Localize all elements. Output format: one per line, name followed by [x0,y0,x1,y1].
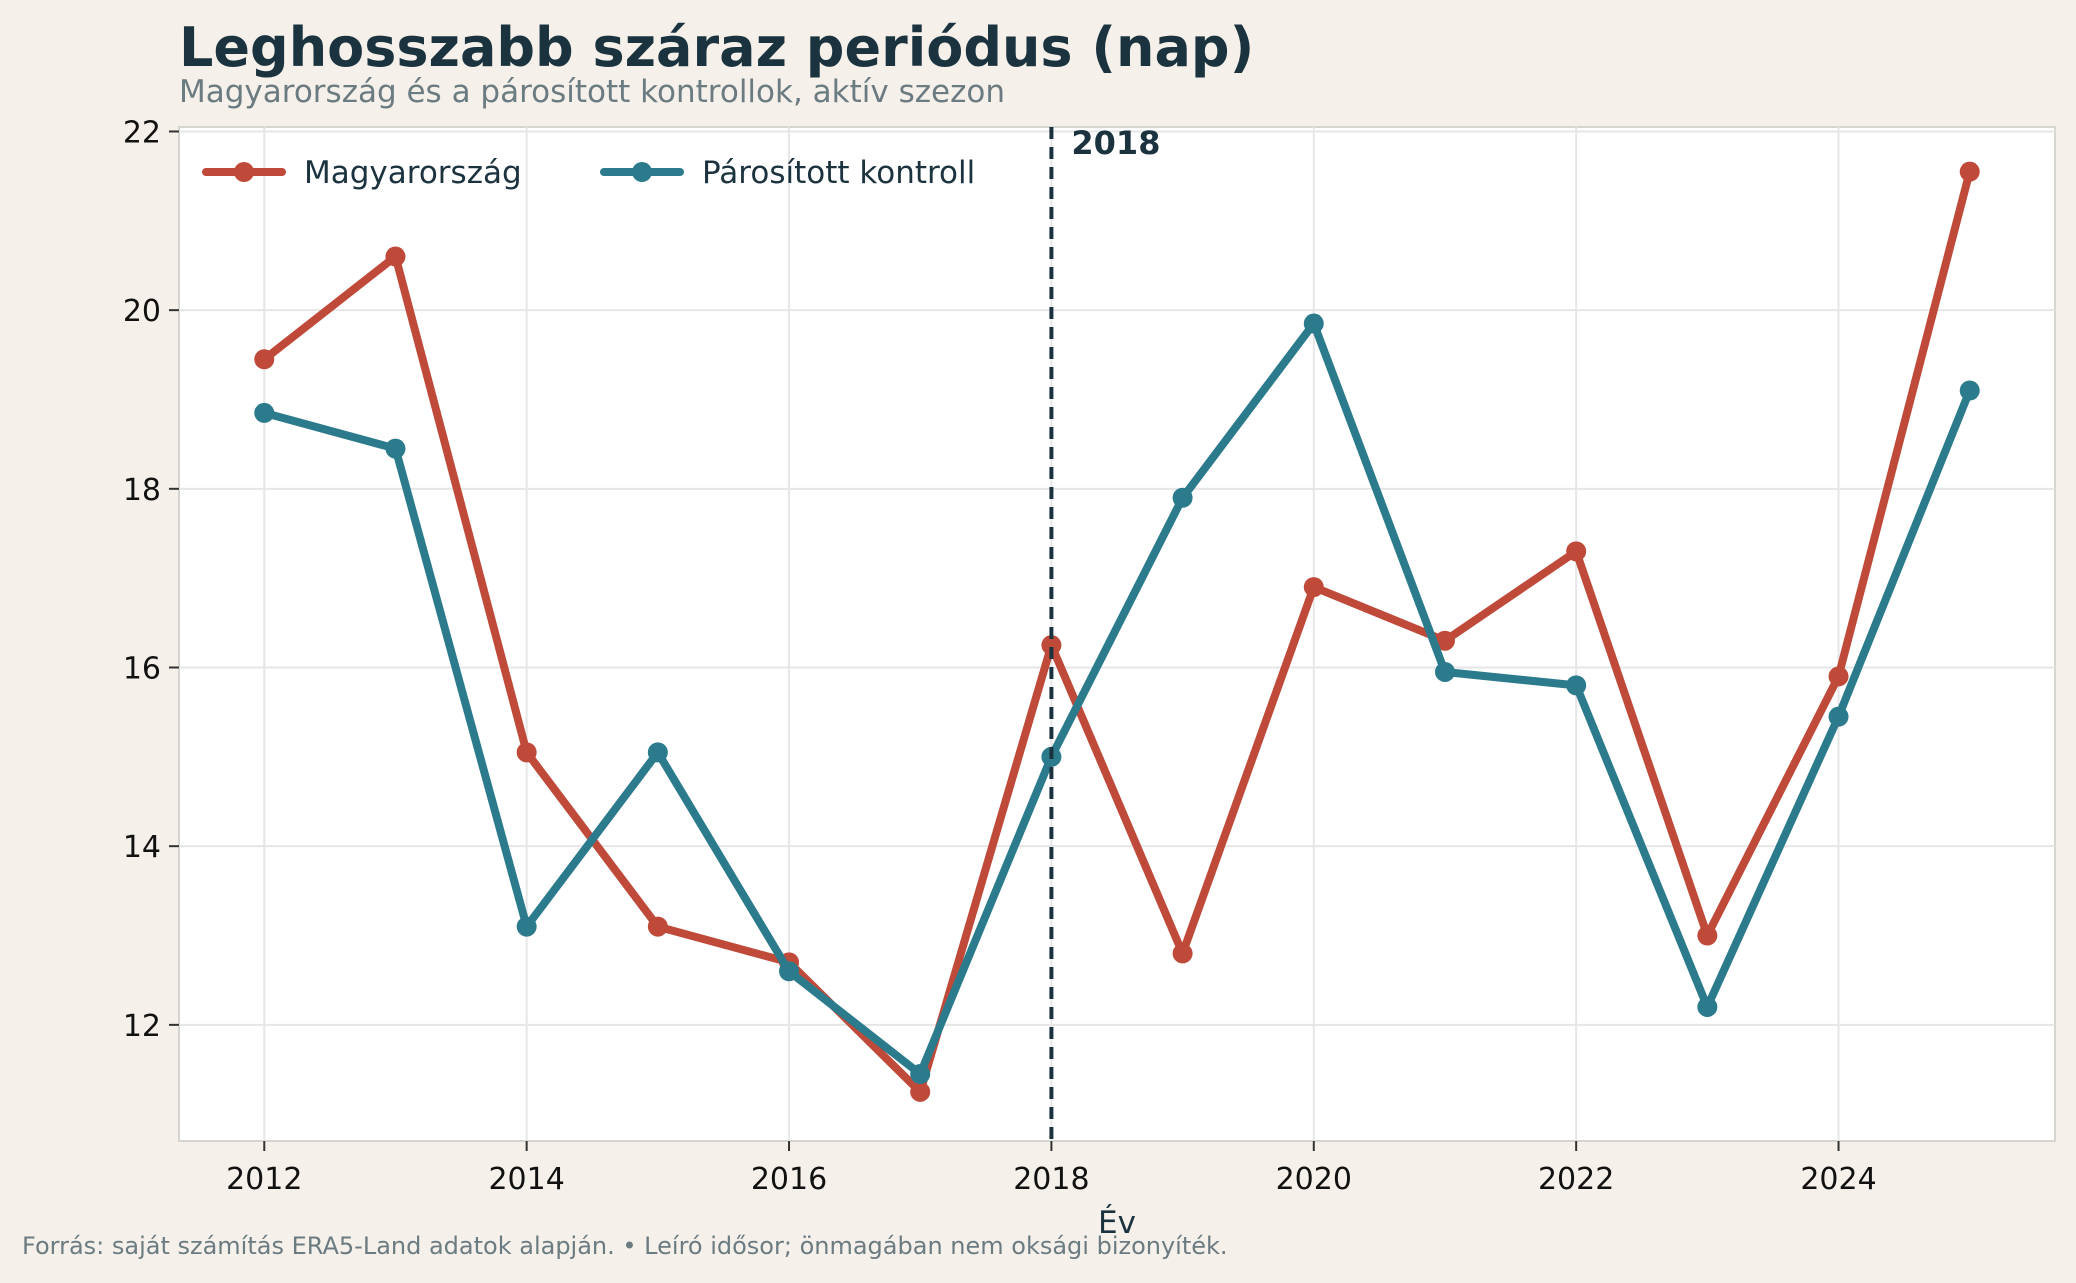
data-point [1697,925,1718,946]
data-point [1566,675,1587,696]
legend-label: Párosított kontroll [702,155,975,191]
legend: Magyarország Párosított kontroll [202,155,975,191]
data-point [516,916,537,937]
data-point [647,916,668,937]
y-tick-label: 18 [123,473,161,508]
chart-subtitle: Magyarország és a párosított kontrollok,… [179,74,1005,110]
source-note: Forrás: saját számítás ERA5-Land adatok … [22,1232,1228,1260]
data-point [385,246,406,267]
data-point [1172,487,1193,508]
axes: 2012 2014 2016 2018 2020 2022 2024121416182022… [123,115,1877,1241]
data-point [254,349,275,370]
annotations: 2018 [1049,124,1160,1141]
x-tick-label: 2012 [226,1162,302,1197]
data-point [910,1081,931,1102]
data-point [1041,635,1062,656]
data-point [1697,996,1718,1017]
series [254,161,1980,1102]
y-tick-label: 22 [123,115,161,150]
data-point [1566,541,1587,562]
data-point [1172,943,1193,964]
data-point [647,742,668,763]
x-tick-label: 2024 [1800,1162,1876,1197]
x-tick-label: 2016 [751,1162,827,1197]
legend-marker [234,162,254,182]
chart-title: Leghosszabb száraz periódus (nap) [179,16,1255,79]
y-tick-label: 20 [123,294,161,329]
data-point [516,742,537,763]
series-line-0 [260,167,1974,1096]
x-tick-label: 2018 [1013,1162,1089,1197]
data-point [254,402,275,423]
data-point [1434,630,1455,651]
x-axis-label: Év [1098,1205,1136,1241]
data-point [1828,666,1849,687]
y-tick-label: 16 [123,652,161,687]
y-tick-label: 14 [123,830,161,865]
reference-line-label: 2018 [1071,124,1160,162]
data-point [1959,161,1980,182]
legend-label: Magyarország [304,155,522,191]
x-tick-label: 2020 [1276,1162,1352,1197]
data-point [1959,380,1980,401]
x-tick-label: 2022 [1538,1162,1614,1197]
data-point [1434,661,1455,682]
data-point [779,961,800,982]
data-point [1303,313,1324,334]
data-point [385,438,406,459]
data-point [1828,706,1849,727]
legend-marker [632,162,652,182]
y-tick-label: 12 [123,1009,161,1044]
x-tick-label: 2014 [488,1162,564,1197]
data-point [910,1063,931,1084]
series-line-1 [260,319,1974,1078]
data-point [1303,577,1324,598]
